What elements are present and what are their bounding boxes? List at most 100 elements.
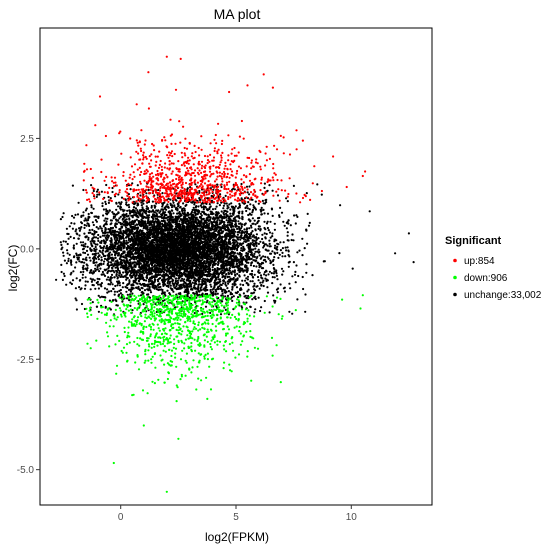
unchange-point <box>84 267 87 270</box>
unchange-point <box>251 217 254 220</box>
unchange-point <box>177 231 180 234</box>
unchange-point <box>266 286 269 289</box>
unchange-point <box>136 209 139 212</box>
unchange-point <box>268 270 271 273</box>
unchange-point <box>118 217 121 220</box>
unchange-point <box>88 229 91 232</box>
unchange-point <box>98 270 101 273</box>
unchange-point <box>116 242 119 245</box>
unchange-point <box>131 292 134 295</box>
unchange-point <box>128 258 131 262</box>
unchange-point <box>228 253 232 256</box>
unchange-point <box>107 290 110 293</box>
unchange-point <box>241 279 244 282</box>
unchange-point <box>221 269 224 272</box>
unchange-point <box>240 234 243 237</box>
unchange-point <box>97 310 100 313</box>
unchange-point <box>205 239 208 242</box>
unchange-point <box>103 245 106 248</box>
unchange-point <box>91 301 94 304</box>
unchange-point <box>281 251 284 254</box>
unchange-point <box>67 257 70 260</box>
unchange-point <box>81 248 85 251</box>
unchange-point <box>255 285 258 288</box>
unchange-point <box>213 237 216 240</box>
unchange-point <box>247 218 251 221</box>
unchange-point <box>218 204 221 207</box>
unchange-point <box>94 267 97 270</box>
unchange-point <box>174 287 177 290</box>
unchange-point <box>91 221 94 224</box>
unchange-point <box>169 198 172 201</box>
unchange-point <box>175 266 179 269</box>
unchange-point <box>132 206 136 209</box>
unchange-point <box>222 207 225 210</box>
unchange-point <box>104 228 107 231</box>
unchange-point <box>101 234 104 237</box>
unchange-point <box>147 235 150 238</box>
unchange-point <box>95 261 98 264</box>
unchange-point <box>252 291 256 294</box>
unchange-point <box>149 267 152 270</box>
unchange-point <box>172 201 175 204</box>
unchange-point <box>202 208 205 211</box>
unchange-point <box>113 293 116 296</box>
unchange-point <box>74 213 77 216</box>
unchange-point <box>89 259 92 262</box>
unchange-point <box>74 266 77 269</box>
unchange-point <box>75 254 78 257</box>
unchange-point <box>279 206 282 209</box>
unchange-point <box>107 276 110 279</box>
unchange-point <box>194 267 198 270</box>
unchange-point <box>106 234 109 237</box>
unchange-point <box>308 221 311 224</box>
unchange-point <box>218 219 221 222</box>
unchange-point <box>269 236 272 239</box>
unchange-point <box>150 210 153 213</box>
unchange-point <box>214 279 217 282</box>
unchange-point <box>151 233 154 236</box>
unchange-point <box>236 290 239 293</box>
unchange-point <box>253 311 256 314</box>
unchange-point <box>229 208 232 211</box>
unchange-point <box>142 202 145 205</box>
unchange-point <box>97 239 100 242</box>
unchange-point <box>82 211 85 214</box>
unchange-point <box>249 237 252 240</box>
unchange-point <box>235 240 238 243</box>
unchange-point <box>102 273 105 276</box>
unchange-point <box>278 214 281 217</box>
unchange-point <box>248 185 251 188</box>
unchange-point <box>210 232 213 235</box>
unchange-point <box>103 224 106 227</box>
unchange-point <box>124 285 127 288</box>
unchange-point <box>215 272 218 275</box>
unchange-point <box>145 276 149 280</box>
unchange-point <box>101 202 104 205</box>
unchange-point <box>172 290 175 293</box>
unchange-point <box>110 281 113 284</box>
unchange-point <box>284 246 287 249</box>
unchange-point <box>245 301 248 304</box>
unchange-point <box>257 296 260 299</box>
unchange-point <box>112 287 115 290</box>
unchange-point <box>266 244 269 247</box>
unchange-point <box>140 201 143 204</box>
unchange-point <box>84 251 87 255</box>
unchange-point <box>128 206 131 209</box>
unchange-point <box>262 246 265 249</box>
unchange-point <box>211 268 214 272</box>
unchange-point <box>231 278 234 281</box>
unchange-point <box>125 201 128 204</box>
unchange-point <box>136 184 139 187</box>
unchange-point <box>224 281 227 284</box>
unchange-point <box>85 249 89 252</box>
unchange-point <box>222 282 225 285</box>
unchange-point <box>292 184 295 187</box>
unchange-point <box>222 204 225 207</box>
unchange-point <box>202 233 205 236</box>
unchange-point <box>215 290 218 293</box>
unchange-point <box>60 243 63 246</box>
unchange-point <box>243 228 246 231</box>
unchange-point <box>150 223 153 226</box>
